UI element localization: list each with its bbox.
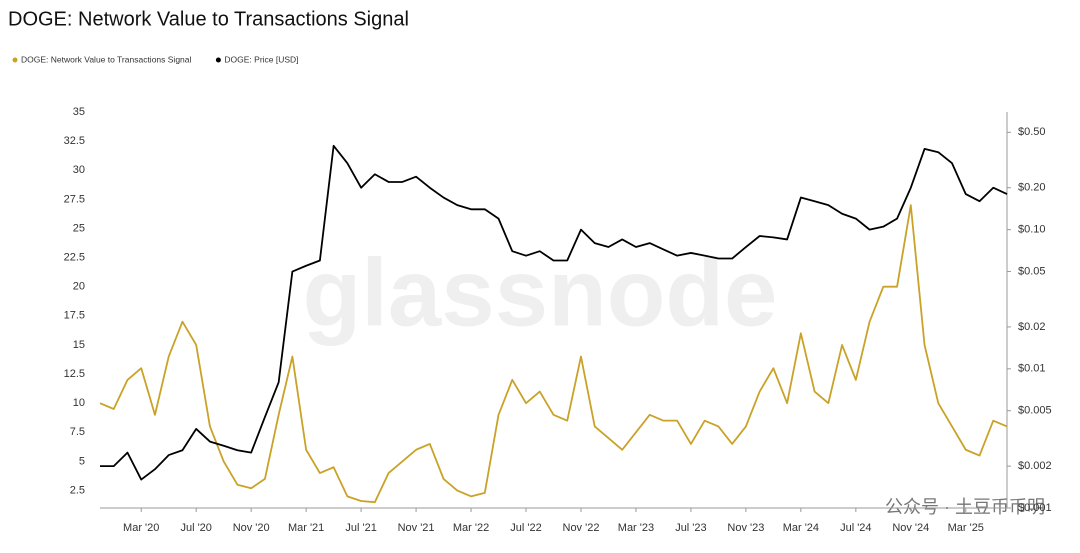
series-line — [99, 204, 1008, 504]
y2-tick-label: $0.001 — [1018, 502, 1052, 514]
y2-tick-label: $0.02 — [1018, 321, 1046, 333]
legend-label: DOGE: Network Value to Transactions Sign… — [21, 54, 192, 64]
x-tick-label: Nov '21 — [398, 522, 435, 534]
chart-title: DOGE: Network Value to Transactions Sign… — [8, 8, 409, 30]
x-tick-label: Mar '24 — [783, 522, 819, 534]
y-tick-label: 7.5 — [70, 426, 85, 438]
y-tick-label: 35 — [73, 106, 85, 118]
x-tick-label: Nov '22 — [563, 522, 600, 534]
y2-tick-label: $0.002 — [1018, 460, 1052, 472]
y-tick-label: 32.5 — [64, 135, 85, 147]
y-tick-label: 20 — [73, 281, 85, 293]
x-tick-label: Mar '20 — [123, 522, 159, 534]
x-tick-label: Jul '20 — [180, 522, 211, 534]
legend-marker — [12, 57, 18, 63]
x-tick-label: Jul '22 — [510, 522, 541, 534]
watermark: glassnode — [303, 239, 778, 346]
y-tick-label: 17.5 — [64, 310, 85, 322]
y2-tick-label: $0.005 — [1018, 405, 1052, 417]
x-tick-label: Mar '21 — [288, 522, 324, 534]
x-tick-label: Mar '22 — [453, 522, 489, 534]
y-tick-label: 30 — [73, 164, 85, 176]
y2-tick-label: $0.50 — [1018, 126, 1046, 138]
x-tick-label: Mar '25 — [948, 522, 984, 534]
x-tick-label: Jul '24 — [840, 522, 871, 534]
y2-tick-label: $0.20 — [1018, 182, 1046, 194]
y-tick-label: 2.5 — [70, 484, 85, 496]
y-tick-label: 12.5 — [64, 368, 85, 380]
x-tick-label: Nov '23 — [727, 522, 764, 534]
legend-label: DOGE: Price [USD] — [224, 54, 298, 64]
source-watermark: 公众号 · 土豆币币明 — [885, 497, 1045, 517]
y-tick-label: 25 — [73, 222, 85, 234]
y-tick-label: 5 — [79, 455, 85, 467]
x-tick-label: Jul '21 — [345, 522, 376, 534]
y2-tick-label: $0.10 — [1018, 224, 1046, 236]
y2-tick-label: $0.01 — [1018, 363, 1046, 375]
y-tick-label: 22.5 — [64, 251, 85, 263]
x-tick-label: Nov '24 — [892, 522, 929, 534]
y-tick-label: 10 — [73, 397, 85, 409]
series-line — [100, 144, 1008, 481]
legend-marker — [215, 57, 221, 63]
y2-tick-label: $0.05 — [1018, 265, 1046, 277]
y-tick-label: 27.5 — [64, 193, 85, 205]
x-tick-label: Nov '20 — [233, 522, 270, 534]
x-tick-label: Mar '23 — [618, 522, 654, 534]
y-tick-label: 15 — [73, 339, 85, 351]
x-tick-label: Jul '23 — [675, 522, 706, 534]
